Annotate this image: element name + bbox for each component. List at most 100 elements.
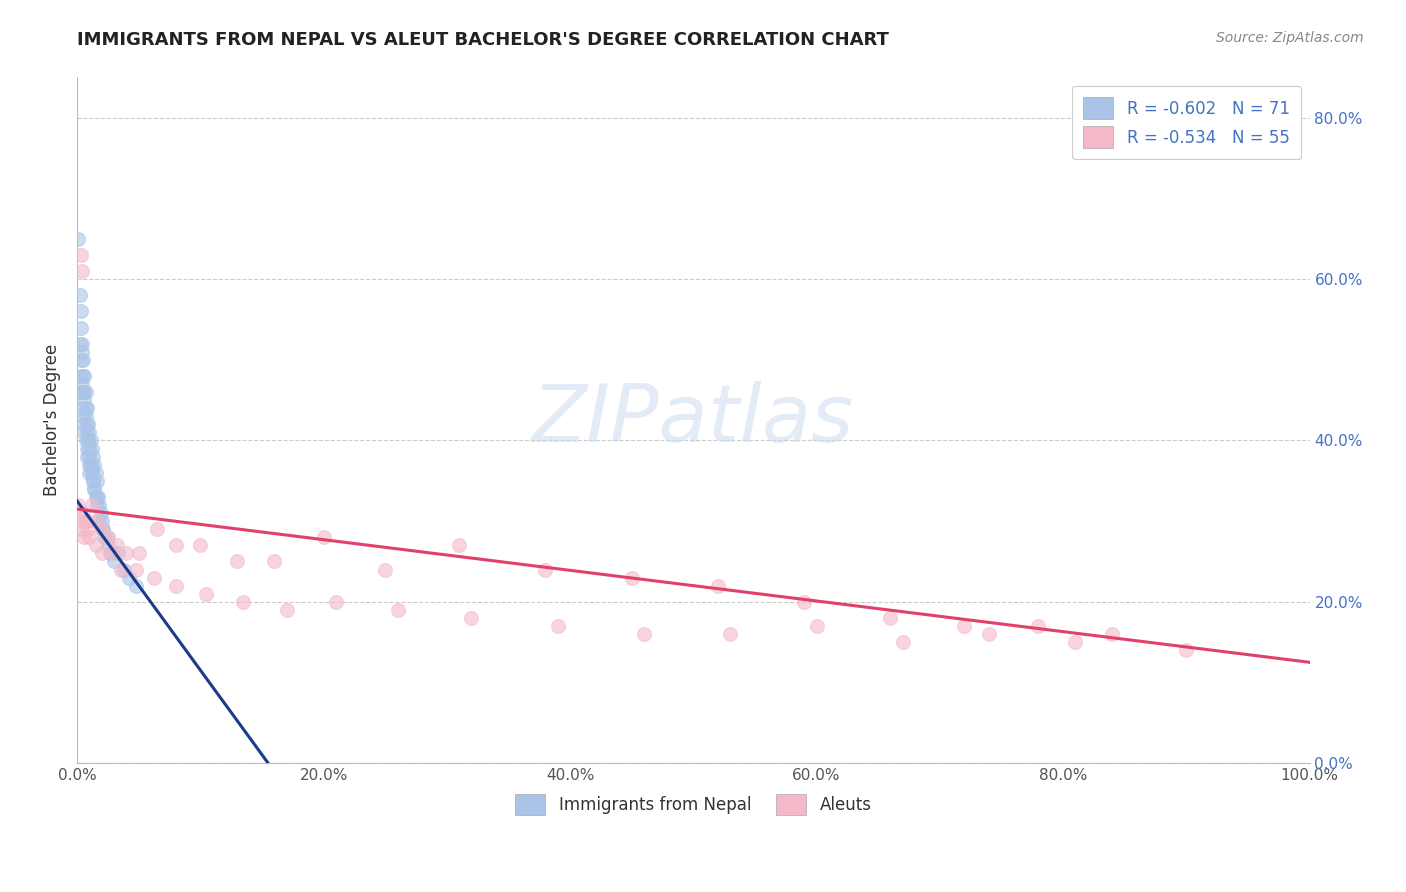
Point [79,442,101,456]
Point [89,514,111,528]
Point [80,466,103,480]
Point [76,417,98,432]
Point [118,571,141,585]
Point [90,546,112,560]
Point [1064,635,1087,649]
Text: ZIPatlas: ZIPatlas [533,381,855,459]
Point [69,304,91,318]
Point [69,514,91,528]
Point [90,514,112,528]
Point [84,538,107,552]
Point [70,376,93,391]
Point [547,619,569,633]
Point [76,450,98,464]
Point [98,546,121,560]
Point [69,385,91,400]
Point [75,409,97,424]
Point [325,595,347,609]
Point [86,498,108,512]
Point [97,530,120,544]
Point [1028,619,1050,633]
Point [67,498,90,512]
Point [97,538,120,552]
Point [76,514,98,528]
Point [69,320,91,334]
Point [953,619,976,633]
Point [69,368,91,383]
Point [977,627,1000,641]
Point [70,336,93,351]
Point [70,264,93,278]
Point [146,522,169,536]
Point [107,546,129,560]
Point [90,522,112,536]
Point [374,562,396,576]
Point [460,611,482,625]
Point [79,530,101,544]
Point [112,562,135,576]
Point [72,506,94,520]
Point [73,368,96,383]
Point [100,546,122,560]
Point [125,579,148,593]
Point [80,498,103,512]
Point [69,352,91,367]
Point [77,417,100,432]
Point [79,450,101,464]
Point [79,466,101,480]
Text: IMMIGRANTS FROM NEPAL VS ALEUT BACHELOR'S DEGREE CORRELATION CHART: IMMIGRANTS FROM NEPAL VS ALEUT BACHELOR'… [77,31,889,49]
Point [79,458,101,472]
Point [73,417,96,432]
Point [69,248,91,262]
Point [72,409,94,424]
Y-axis label: Bachelor's Degree: Bachelor's Degree [44,344,60,497]
Point [73,530,96,544]
Point [105,538,128,552]
Point [312,530,335,544]
Point [79,434,101,448]
Point [125,562,148,576]
Point [232,595,254,609]
Point [79,458,101,472]
Point [73,393,96,408]
Point [84,490,107,504]
Point [79,458,101,472]
Point [86,490,108,504]
Point [72,352,94,367]
Point [80,466,103,480]
Point [77,434,100,448]
Point [84,514,107,528]
Point [165,538,187,552]
Point [90,522,112,536]
Point [70,401,93,416]
Point [83,482,105,496]
Point [793,595,815,609]
Point [70,344,93,359]
Point [69,288,91,302]
Point [72,368,94,383]
Point [75,514,97,528]
Point [69,336,91,351]
Point [67,232,90,246]
Point [87,490,110,504]
Point [449,538,471,552]
Point [75,401,97,416]
Point [891,635,914,649]
Legend: Immigrants from Nepal, Aleuts: Immigrants from Nepal, Aleuts [508,785,880,823]
Point [142,571,165,585]
Text: Source: ZipAtlas.com: Source: ZipAtlas.com [1216,31,1364,45]
Point [165,579,187,593]
Point [82,474,104,488]
Point [718,627,741,641]
Point [110,562,132,576]
Point [128,546,150,560]
Point [73,385,96,400]
Point [69,522,91,536]
Point [1101,627,1123,641]
Point [72,385,94,400]
Point [77,434,100,448]
Point [115,546,138,560]
Point [633,627,655,641]
Point [82,450,104,464]
Point [76,401,98,416]
